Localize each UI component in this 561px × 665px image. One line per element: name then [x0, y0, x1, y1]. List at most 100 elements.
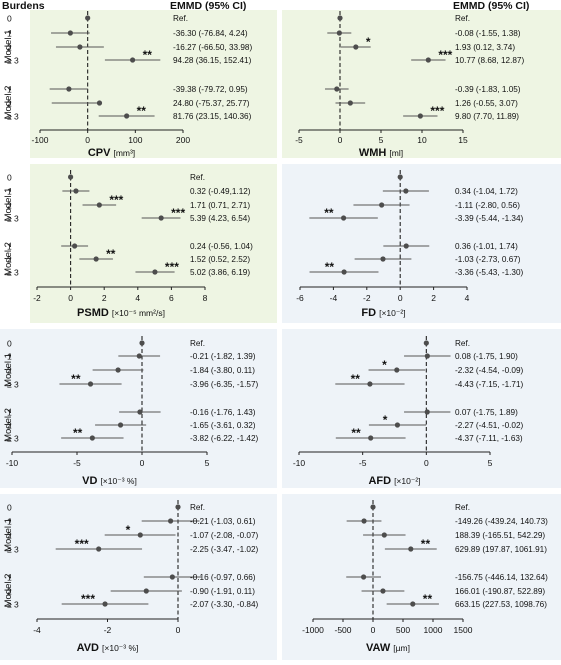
point-estimate — [96, 100, 103, 106]
ci-text: -1.84 (-3.80, 0.11) — [190, 366, 255, 375]
significance-marker: ** — [71, 372, 81, 386]
significance-marker: * — [382, 358, 387, 372]
ci-text: 188.39 (-165.51, 542.29) — [455, 531, 545, 540]
ci-text: 9.80 (7.70, 11.89) — [455, 112, 519, 121]
x-axis-label: FD — [361, 307, 376, 319]
ci-text: Ref. — [455, 14, 470, 23]
x-tick-label: -5 — [295, 135, 303, 145]
ci-text: -39.38 (-79.72, 0.95) — [173, 85, 248, 94]
point-estimate — [87, 381, 94, 387]
x-tick-label: -10 — [293, 458, 306, 468]
ci-text: -1.11 (-2.80, 0.56) — [455, 201, 520, 210]
row-label: 1 — [7, 408, 12, 418]
x-axis-unit: [×10⁻³ %] — [102, 643, 138, 653]
x-tick-label: 200 — [176, 135, 190, 145]
point-estimate — [143, 588, 149, 594]
x-axis-label: AFD — [368, 475, 391, 487]
point-estimate — [175, 504, 181, 510]
row-label: 1 — [7, 517, 12, 527]
significance-marker: * — [366, 35, 371, 49]
point-estimate — [158, 215, 164, 221]
point-estimate — [93, 256, 99, 262]
ci-text: -149.26 (-439.24, 140.73) — [455, 517, 548, 526]
ci-text: -0.08 (-1.55, 1.38) — [455, 29, 521, 38]
row-label: ≥ 3 — [7, 56, 19, 66]
model-label: Model 1 — [3, 30, 14, 64]
point-estimate — [417, 113, 423, 119]
x-axis-unit: [×10⁻²] — [394, 476, 420, 486]
ci-text: -0.16 (-0.97, 0.66) — [190, 573, 256, 582]
x-tick-label: -2 — [33, 293, 41, 303]
model-label: Model 2 — [3, 408, 14, 442]
row-label: ≥ 3 — [7, 600, 19, 610]
point-estimate — [85, 15, 91, 21]
point-estimate — [367, 381, 373, 387]
significance-marker: *** — [165, 260, 179, 274]
point-estimate — [353, 44, 359, 50]
significance-marker: *** — [430, 104, 444, 118]
point-estimate — [169, 574, 175, 580]
x-axis-title: AFD [×10⁻²] — [368, 475, 420, 487]
point-estimate — [394, 422, 401, 428]
row-label: 2 — [7, 421, 12, 431]
ci-text: Ref. — [455, 339, 470, 348]
row-label: 2 — [7, 99, 12, 109]
ci-text: -0.39 (-1.83, 1.05) — [455, 85, 521, 94]
x-tick-label: 5 — [205, 458, 210, 468]
x-axis-title: VD [×10⁻³ %] — [82, 475, 137, 487]
significance-marker: *** — [81, 592, 95, 606]
point-estimate — [77, 44, 83, 50]
ci-text: 0.34 (-1.04, 1.72) — [455, 187, 518, 196]
ci-text: Ref. — [190, 503, 205, 512]
point-estimate — [152, 269, 158, 275]
point-estimate — [167, 518, 174, 524]
ci-text: 5.02 (3.86, 6.19) — [190, 268, 250, 277]
x-tick-label: 15 — [458, 135, 468, 145]
x-tick-label: 2 — [431, 293, 436, 303]
ci-text: -2.27 (-4.51, -0.02) — [455, 421, 524, 430]
x-tick-label: -5 — [73, 458, 81, 468]
row-label: 0 — [7, 339, 12, 349]
ci-text: 94.28 (36.15, 152.41) — [173, 56, 252, 65]
x-tick-label: 0 — [371, 625, 376, 635]
point-estimate — [124, 113, 130, 119]
x-tick-label: 100 — [128, 135, 142, 145]
row-label: 2 — [7, 531, 12, 541]
ci-header: EMMD (95% CI) — [170, 0, 246, 12]
ci-text: 166.01 (-190.87, 522.89) — [455, 587, 545, 596]
ci-text: -3.36 (-5.43, -1.30) — [455, 268, 524, 277]
point-estimate — [334, 86, 340, 92]
ci-text: -1.07 (-2.08, -0.07) — [190, 531, 259, 540]
significance-marker: ** — [351, 426, 361, 440]
ci-text: -156.75 (-446.14, 132.64) — [455, 573, 548, 582]
x-tick-label: -10 — [6, 458, 19, 468]
x-tick-label: 0 — [85, 135, 90, 145]
point-estimate — [347, 100, 353, 106]
x-tick-label: 1000 — [424, 625, 443, 635]
row-label: ≥ 3 — [7, 434, 19, 444]
point-estimate — [136, 353, 142, 359]
row-label: 2 — [7, 255, 12, 265]
panel-background — [282, 10, 561, 158]
x-axis-title: PSMD [×10⁻⁵ mm²/s] — [77, 307, 165, 319]
x-tick-label: 5 — [379, 135, 384, 145]
significance-marker: ** — [421, 537, 431, 551]
ci-text: 629.89 (197.87, 1061.91) — [455, 545, 547, 554]
point-estimate — [96, 546, 102, 552]
x-tick-label: -2 — [104, 625, 112, 635]
significance-marker: ** — [423, 592, 433, 606]
row-label: ≥ 3 — [7, 112, 19, 122]
x-tick-label: -6 — [296, 293, 304, 303]
burdens-header: Burdens — [2, 0, 45, 12]
x-axis-title: WMH [ml] — [359, 147, 403, 159]
point-estimate — [368, 435, 374, 441]
point-estimate — [89, 435, 95, 441]
x-tick-label: -2 — [363, 293, 371, 303]
x-tick-label: 2 — [102, 293, 107, 303]
ci-text: 1.93 (0.12, 3.74) — [455, 43, 515, 52]
point-estimate — [410, 601, 416, 607]
significance-marker: ** — [351, 372, 361, 386]
x-axis-unit: [×10⁻⁵ mm²/s] — [112, 308, 165, 318]
